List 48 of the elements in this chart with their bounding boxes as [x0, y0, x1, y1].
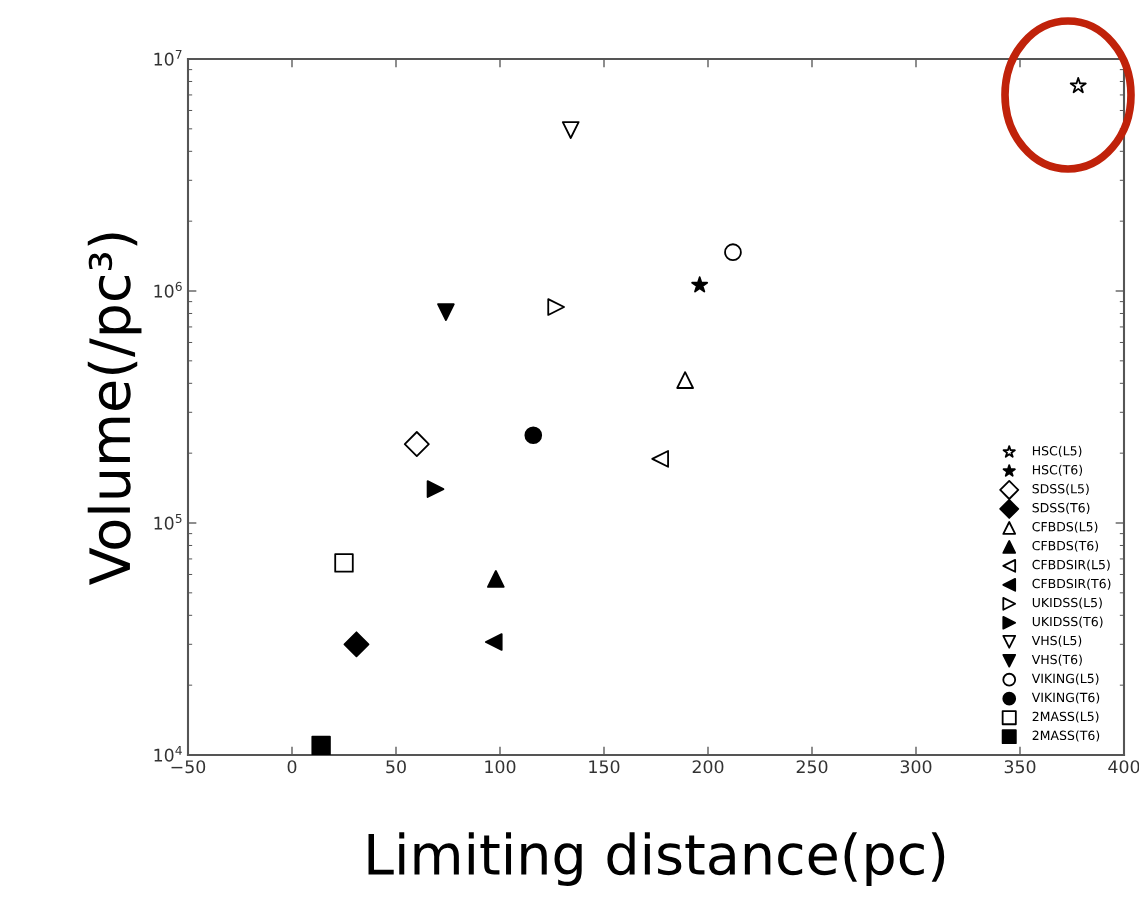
point: [691, 276, 709, 293]
point: [524, 426, 543, 445]
legend-label: CFBDS(L5): [1032, 521, 1098, 533]
point: [547, 298, 565, 316]
legend-label: VHS(T6): [1031, 654, 1082, 666]
point: [343, 631, 370, 658]
point: [426, 480, 445, 498]
legend-label: HSC(L5): [1032, 445, 1082, 457]
x-tick-label: 0: [287, 760, 297, 774]
x-tick-label: −50: [171, 760, 206, 774]
legend-label: SDSS(T6): [1032, 502, 1090, 514]
x-tick-label: 400: [1108, 760, 1139, 774]
point: [403, 431, 430, 457]
y-tick-label: 10$^{4}$: [154, 745, 182, 762]
x-tick-label: 250: [796, 760, 828, 774]
legend-label: CFBDSIR(T6): [1032, 578, 1111, 590]
point: [561, 121, 580, 139]
x-axis-title: Limiting distance(pc): [368, 832, 945, 886]
legend-label: UKIDSS(T6): [1032, 616, 1103, 628]
point: [334, 553, 354, 573]
x-tick-label: 100: [485, 760, 516, 774]
legend-label: UKIDSS(L5): [1032, 597, 1102, 609]
y-axis-title: Volume(/pc³): [87, 233, 142, 585]
legend-label: SDSS(L5): [1032, 483, 1089, 495]
legend-label: VIKING(L5): [1031, 673, 1099, 685]
point: [1069, 77, 1087, 94]
y-tick-label: 10$^{7}$: [154, 49, 182, 66]
point: [651, 450, 669, 468]
y-tick-label: 10$^{5}$: [154, 513, 182, 530]
point: [724, 243, 742, 262]
legend-label: VHS(L5): [1031, 635, 1082, 647]
legend-label: VIKING(T6): [1031, 692, 1100, 704]
legend-label: CFBDS(T6): [1032, 540, 1099, 552]
y-tick-label: 10$^{6}$: [154, 281, 182, 298]
x-tick-label: 300: [900, 760, 932, 774]
point: [487, 570, 505, 588]
point: [484, 633, 503, 651]
x-tick-label: 50: [386, 760, 406, 774]
legend-label: 2MASS(T6): [1032, 730, 1100, 742]
legend-label: CFBDSIR(L5): [1032, 559, 1110, 571]
legend-label: 2MASS(L5): [1032, 711, 1099, 723]
x-tick-label: 200: [692, 760, 724, 774]
point: [311, 735, 331, 755]
legend-label: HSC(T6): [1032, 464, 1083, 476]
point: [437, 303, 455, 321]
point: [676, 371, 694, 389]
x-tick-label: 350: [1004, 760, 1036, 774]
x-tick-label: 150: [589, 760, 620, 774]
